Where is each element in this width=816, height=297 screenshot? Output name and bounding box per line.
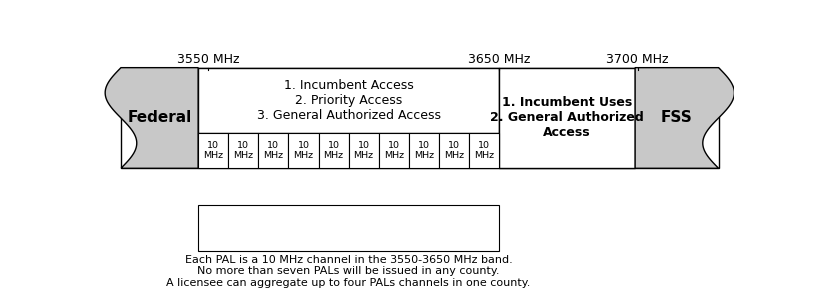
Text: 10
MHz: 10 MHz bbox=[203, 141, 224, 160]
Text: 10
MHz: 10 MHz bbox=[414, 141, 434, 160]
Bar bbox=[409, 133, 439, 168]
Bar bbox=[348, 133, 379, 168]
Bar bbox=[288, 133, 318, 168]
Bar bbox=[318, 133, 348, 168]
Bar bbox=[439, 133, 469, 168]
Text: 3650 MHz: 3650 MHz bbox=[468, 53, 530, 66]
Bar bbox=[198, 133, 228, 168]
Text: FSS: FSS bbox=[661, 110, 693, 125]
Bar bbox=[198, 205, 499, 251]
Text: 10
MHz: 10 MHz bbox=[323, 141, 344, 160]
Text: 1. Incumbent Access
2. Priority Access
3. General Authorized Access: 1. Incumbent Access 2. Priority Access 3… bbox=[257, 79, 441, 122]
Text: 10
MHz: 10 MHz bbox=[474, 141, 494, 160]
Bar bbox=[259, 133, 288, 168]
Bar bbox=[228, 133, 259, 168]
Text: 3550 MHz: 3550 MHz bbox=[177, 53, 239, 66]
Bar bbox=[121, 68, 719, 168]
Text: 1. Incumbent Uses
2. General Authorized
Access: 1. Incumbent Uses 2. General Authorized … bbox=[490, 97, 644, 140]
Text: Each PAL is a 10 MHz channel in the 3550-3650 MHz band.
No more than seven PALs : Each PAL is a 10 MHz channel in the 3550… bbox=[166, 255, 531, 288]
Text: 10
MHz: 10 MHz bbox=[384, 141, 404, 160]
Text: 10
MHz: 10 MHz bbox=[264, 141, 283, 160]
Bar bbox=[198, 68, 499, 133]
Text: 10
MHz: 10 MHz bbox=[353, 141, 374, 160]
Text: 3700 MHz: 3700 MHz bbox=[606, 53, 669, 66]
Text: 10
MHz: 10 MHz bbox=[294, 141, 313, 160]
Text: 10
MHz: 10 MHz bbox=[444, 141, 464, 160]
Bar bbox=[499, 68, 635, 168]
Text: 10
MHz: 10 MHz bbox=[233, 141, 253, 160]
Text: Federal: Federal bbox=[127, 110, 192, 125]
Bar bbox=[469, 133, 499, 168]
Bar bbox=[379, 133, 409, 168]
Polygon shape bbox=[105, 68, 198, 168]
Polygon shape bbox=[635, 68, 734, 168]
